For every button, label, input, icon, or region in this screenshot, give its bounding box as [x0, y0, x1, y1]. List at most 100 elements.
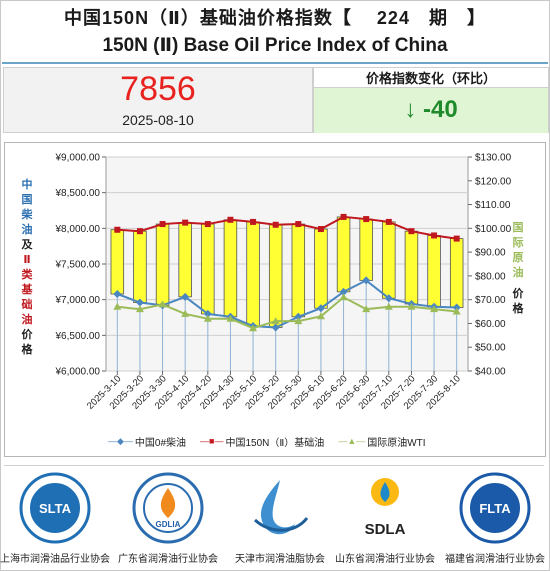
drop-emblem	[380, 482, 390, 502]
diesel-point	[294, 312, 303, 321]
base-oil-point	[385, 218, 392, 225]
base-oil-point	[204, 221, 211, 228]
wti-point	[249, 324, 258, 332]
left-tick-label: ¥8,000.00	[55, 224, 101, 235]
wti-point	[203, 314, 212, 322]
association-label: 福建省润滑油行业协会	[445, 554, 545, 565]
legend-item: —■— 中国150N（Ⅱ）基础油	[200, 434, 324, 449]
legend-label: 国际原油WTI	[367, 437, 426, 449]
change-value: ↓ -40	[404, 96, 458, 123]
legend-swatch: —◆—	[108, 435, 133, 446]
logo-mark-text: SLTA	[39, 501, 72, 516]
left-axis-label-char: 中	[21, 179, 33, 191]
diesel-point	[113, 289, 122, 298]
right-tick-label: $90.00	[475, 248, 506, 259]
logo-mark-text: GDLIA	[156, 520, 181, 529]
footer-divider	[4, 465, 544, 466]
wti-point	[135, 305, 144, 313]
association-logo: SLTA	[19, 472, 91, 544]
base-oil-point	[317, 226, 324, 233]
left-axis-label-char: 柴	[21, 209, 33, 221]
right-tick-label: $120.00	[475, 176, 512, 187]
range-bar	[427, 235, 441, 308]
base-oil-point	[408, 228, 415, 235]
left-tick-label: ¥7,500.00	[55, 260, 101, 271]
change-box: ↓ -40	[314, 87, 548, 133]
change-label: 价格指数变化（环比）	[365, 71, 496, 86]
right-tick-label: $50.00	[475, 343, 506, 354]
right-axis-label-char: 原	[512, 252, 524, 264]
range-bar	[291, 223, 306, 318]
wti-point	[113, 302, 122, 310]
left-tick-label: ¥9,000.00	[55, 153, 101, 164]
right-axis-label-char: 格	[512, 303, 524, 315]
right-tick-label: $70.00	[475, 295, 506, 306]
right-axis-label-char: 际	[512, 237, 524, 249]
range-bar	[246, 221, 260, 327]
base-oil-point	[227, 216, 234, 223]
range-bar	[314, 228, 328, 309]
range-bar	[201, 223, 215, 315]
right-tick-label: $60.00	[475, 319, 506, 330]
wti-point	[430, 305, 439, 313]
base-oil-point	[250, 218, 257, 225]
range-bar	[223, 219, 238, 318]
range-bar	[133, 230, 147, 303]
diesel-point	[339, 287, 348, 296]
left-axis-label-char: 类	[21, 269, 33, 281]
right-tick-label: $110.00	[475, 200, 511, 211]
right-axis-label-char: 油	[512, 267, 524, 279]
inner-disc	[30, 483, 80, 533]
left-tick-label: ¥6,000.00	[55, 367, 101, 378]
left-axis-label-char: 及	[21, 239, 33, 251]
left-axis-label-char: 油	[21, 314, 33, 326]
diesel-point	[135, 298, 144, 307]
base-oil-point	[136, 228, 143, 235]
diesel-point	[384, 294, 393, 303]
change-panel: 价格指数变化（环比） ↓ -40	[313, 67, 549, 133]
wti-point	[316, 312, 325, 320]
range-bar	[336, 216, 351, 293]
base-oil-point	[340, 213, 347, 220]
price-chart: ¥9,000.00 ¥8,500.00 ¥8,000.00 ¥7,500.00 ¥7,0…	[55, 153, 512, 412]
logo-mark-text: FLTA	[479, 501, 511, 516]
range-bar	[449, 238, 464, 308]
association-logo: GDLIA	[132, 472, 204, 544]
header-divider	[2, 62, 548, 64]
right-axis-label: 国际原油价格	[511, 221, 525, 317]
left-axis-label-char: 格	[21, 344, 33, 356]
chart-legend: —◆— 中国0#柴油 —■— 中国150N（Ⅱ）基础油 —▲— 国际原油WTI	[108, 434, 426, 449]
diesel-point	[181, 292, 190, 301]
wti-point	[271, 317, 280, 325]
range-bar	[359, 218, 373, 281]
left-axis-label-char: Ⅱ	[23, 254, 31, 266]
association-label: 天津市润滑油脂协会	[235, 554, 325, 565]
legend-label: 中国150N（Ⅱ）基础油	[225, 437, 325, 449]
association-label: 广东省润滑油行业协会	[118, 554, 218, 565]
association-label: 上海市润滑油品行业协会	[0, 554, 110, 565]
index-date: 2025-08-10	[122, 112, 194, 128]
index-panel: 7856 2025-08-10	[3, 67, 313, 133]
base-oil-point	[431, 232, 438, 239]
base-oil-point	[159, 221, 166, 228]
right-axis-label-char: 价	[512, 288, 524, 300]
wti-point	[181, 309, 190, 317]
wti-point	[226, 314, 235, 322]
association-label: 山东省润滑油行业协会	[335, 554, 435, 565]
page-title-cn: 中国150N（Ⅱ）基础油价格指数【 224 期 】	[64, 8, 486, 28]
diesel-point	[271, 323, 280, 332]
legend-swatch: —■—	[200, 436, 224, 446]
wti-point	[294, 317, 303, 325]
range-bar	[404, 230, 419, 305]
left-axis-label-char: 国	[21, 194, 33, 206]
diesel-point	[362, 276, 371, 285]
left-axis-label-char: 油	[21, 224, 33, 236]
range-bar	[382, 221, 396, 299]
association-logo: FLTA	[459, 472, 531, 544]
wti-point	[452, 307, 461, 315]
left-axis-label-char: 基	[21, 284, 33, 296]
swoosh-mark	[253, 517, 309, 532]
legend-item: —▲— 国际原油WTI	[338, 434, 425, 449]
left-tick-label: ¥6,500.00	[55, 331, 101, 342]
page-title-en: 150N (Ⅱ) Base Oil Price Index of China	[102, 35, 448, 56]
